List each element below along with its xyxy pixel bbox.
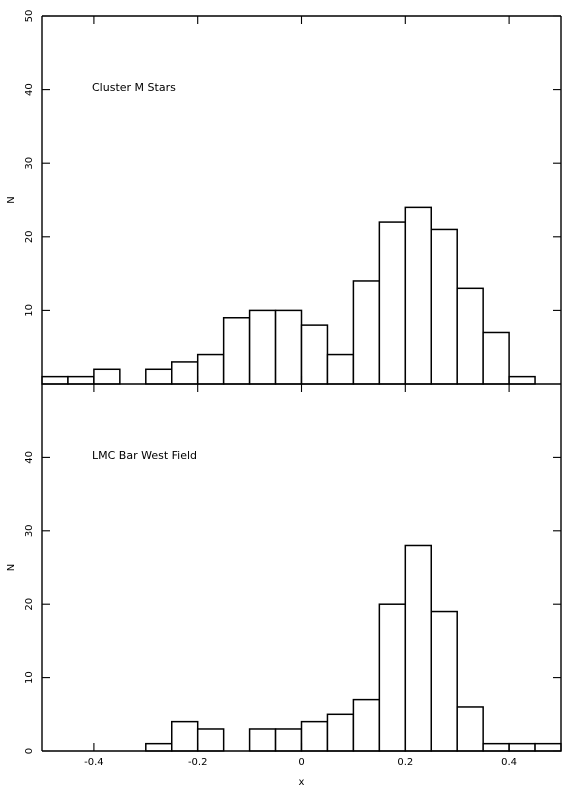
panel2-xtick-label: 0	[298, 757, 304, 768]
panel1-bar	[196, 353, 225, 385]
panel1-bar	[274, 309, 303, 385]
panel1-bar	[378, 221, 407, 385]
panel2-bar	[482, 742, 510, 752]
panel2-bar	[508, 742, 536, 752]
panel1-ytick-label: 40	[24, 83, 35, 96]
panel2-title: LMC Bar West Field	[92, 449, 197, 462]
panel2-bar	[300, 720, 329, 752]
panel1-ytick-label: 10	[24, 304, 35, 317]
panel1-bar	[171, 361, 199, 385]
panel2-xtick-label: -0.2	[188, 757, 208, 768]
panel1-ytick-label: 50	[24, 10, 35, 23]
panel1-bar	[222, 317, 251, 385]
panel2-bar	[326, 713, 355, 752]
panel1-bar	[482, 331, 510, 385]
panel1-ytick-label: 30	[24, 157, 35, 170]
panel1-bar	[300, 324, 329, 385]
panel2-xtick-label: 0.4	[501, 757, 517, 768]
panel1-bar	[404, 206, 432, 385]
panel2-ytick-label: 0	[24, 748, 35, 754]
panel1-bar	[430, 228, 458, 385]
panel1-bar	[67, 375, 95, 385]
panel2-bar	[145, 742, 173, 752]
panel2-bar	[171, 720, 199, 752]
panel2-bar	[196, 728, 225, 752]
panel2-bar	[248, 728, 277, 752]
panel2-ylabel: N	[6, 564, 17, 571]
panel2-bar	[378, 603, 407, 752]
panel2-bar	[534, 742, 562, 752]
panel1-bar	[352, 280, 381, 385]
panel2-ytick-label: 30	[24, 524, 35, 537]
panel1-bar	[248, 309, 277, 385]
panel2-ytick-label: 20	[24, 598, 35, 611]
panel1-bar	[326, 353, 355, 385]
panel2-bar	[430, 610, 458, 752]
panel1-bar	[456, 287, 484, 385]
panel2-bar	[456, 706, 484, 752]
panel1-bar	[145, 368, 173, 385]
panel2-xlabel: x	[299, 777, 305, 788]
panel2-xtick-label: 0.2	[397, 757, 413, 768]
panel2-xtick-label: -0.4	[84, 757, 104, 768]
panel2-bar	[404, 544, 432, 752]
panel2-bar	[352, 698, 381, 752]
panel1-bar	[41, 375, 69, 385]
panel1-bar	[508, 375, 536, 385]
panel2-ytick-label: 40	[24, 451, 35, 464]
panel2-ytick-label: 10	[24, 671, 35, 684]
panel1-bar	[93, 368, 121, 385]
panel1-ytick-label: 20	[24, 230, 35, 243]
panel1-title: Cluster M Stars	[92, 81, 176, 94]
panel2-bar	[274, 728, 303, 752]
panel1-ylabel: N	[6, 196, 17, 203]
